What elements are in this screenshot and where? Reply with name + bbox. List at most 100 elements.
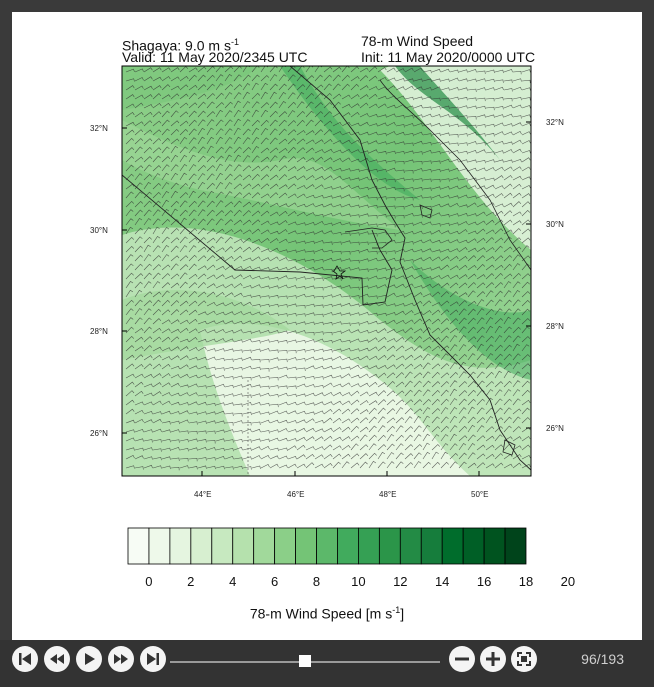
wind-barb [395, 329, 405, 334]
wind-barb [125, 147, 135, 154]
wind-barb [152, 235, 161, 244]
wind-barb [170, 420, 180, 425]
wind-barb [314, 119, 324, 127]
wind-barb [458, 300, 468, 307]
step-forward-button[interactable] [108, 646, 134, 672]
wind-barb [404, 170, 414, 174]
lon-label-48: 48°E [379, 490, 397, 499]
wind-barb [377, 223, 387, 227]
wind-barb [431, 327, 441, 334]
wind-barb [395, 319, 405, 325]
wind-barb [323, 391, 333, 397]
step-back-button[interactable] [44, 646, 70, 672]
wind-barb [341, 285, 351, 289]
wind-barb [260, 385, 270, 390]
wind-barb [170, 219, 180, 226]
wind-barb [170, 102, 180, 109]
wind-barb [296, 436, 306, 442]
wind-barb [440, 222, 450, 227]
wind-barb [260, 402, 270, 407]
wind-barb [485, 87, 495, 91]
wind-barb [404, 203, 414, 208]
wind-barb [188, 190, 196, 199]
wind-barb [134, 317, 143, 325]
wind-barb [125, 317, 134, 325]
wind-barb [431, 249, 441, 253]
wind-barb [431, 451, 439, 460]
wind-barb [332, 366, 342, 370]
wind-barb [287, 330, 297, 334]
wind-barb [440, 132, 450, 136]
wind-barb [260, 102, 270, 109]
wind-barb [233, 438, 243, 443]
wind-barb [377, 114, 387, 118]
wind-barb [440, 97, 450, 102]
wind-barb [305, 462, 315, 469]
wind-barb [323, 312, 333, 316]
wind-barb [125, 308, 134, 316]
wind-barb [368, 268, 378, 272]
wind-barb [512, 96, 522, 101]
wind-barb [350, 312, 360, 316]
zoom-out-button[interactable] [449, 646, 475, 672]
wind-barb [296, 240, 306, 244]
wind-barb [512, 361, 521, 370]
wind-barb [332, 285, 342, 289]
colorbar-swatch [127, 527, 150, 565]
wind-barb [476, 159, 486, 164]
wind-barb [512, 398, 521, 406]
play-button[interactable] [76, 646, 102, 672]
wind-barb [368, 337, 378, 343]
wind-barb [359, 461, 368, 469]
wind-barb [197, 181, 206, 190]
colorbar-tick-label: 6 [270, 574, 279, 589]
wind-barb [440, 282, 450, 289]
field-title: 78-m Wind Speed [361, 33, 474, 49]
wind-barb [260, 303, 270, 308]
wind-barb [440, 381, 450, 388]
wind-barb [413, 195, 423, 199]
wind-barb [152, 308, 162, 316]
wind-barb [314, 248, 324, 253]
wind-barb [278, 138, 288, 145]
wind-barb [485, 299, 494, 307]
frame-slider-thumb[interactable] [299, 655, 311, 667]
wind-barb [440, 78, 450, 82]
wind-barb [278, 147, 288, 154]
wind-barb [431, 150, 441, 155]
wind-barb [377, 284, 387, 289]
wind-barb [422, 187, 432, 191]
wind-barb [485, 426, 495, 433]
wind-barb [179, 319, 189, 325]
first-frame-button[interactable] [12, 646, 38, 672]
wind-barb [206, 394, 216, 398]
wind-barb [269, 164, 278, 172]
wind-barb [161, 299, 171, 307]
wind-barb [278, 385, 288, 389]
wind-barb [422, 239, 432, 244]
zoom-in-button[interactable] [480, 646, 506, 672]
last-frame-button[interactable] [140, 646, 166, 672]
wind-barb [242, 274, 252, 280]
wind-barb [332, 157, 342, 163]
wind-barb [305, 119, 314, 127]
wind-barb [233, 229, 243, 235]
wind-barb [296, 349, 306, 353]
wind-barb [386, 197, 396, 201]
wind-barb [422, 196, 432, 200]
wind-barb [359, 330, 369, 334]
wind-barb [287, 258, 297, 263]
wind-barb [161, 199, 169, 208]
wind-barb [359, 277, 369, 281]
wind-barb [494, 389, 503, 397]
wind-barb [440, 123, 450, 127]
wind-barb [152, 327, 162, 334]
wind-barb [269, 455, 279, 460]
wind-barb [296, 286, 306, 290]
wind-barb [269, 202, 279, 208]
wind-barb [485, 282, 495, 289]
fullscreen-button[interactable] [511, 646, 537, 672]
wind-barb [161, 363, 171, 370]
wind-barb [323, 74, 332, 82]
wind-barb [377, 364, 387, 370]
